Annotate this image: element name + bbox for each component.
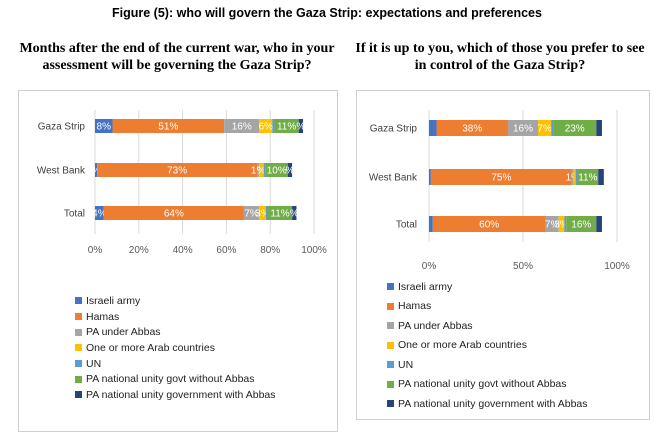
left-legend-item-pa-national-unity-government-with-abbas: PA national unity government with Abbas: [75, 387, 276, 403]
legend-swatch: [75, 328, 82, 336]
legend-swatch: [75, 391, 82, 399]
legend-label: Israeli army: [398, 280, 453, 293]
right-chart-panel: [356, 90, 650, 420]
left-legend-item-hamas: Hamas: [75, 309, 276, 325]
left-legend-item-pa-national-unity-govt-without-abbas: PA national unity govt without Abbas: [75, 371, 276, 387]
legend-label: PA under Abbas: [398, 319, 473, 332]
right-legend-item-pa-national-unity-govt-without-abbas: PA national unity govt without Abbas: [387, 375, 588, 395]
legend-label: Hamas: [86, 310, 120, 323]
legend-label: UN: [398, 358, 414, 371]
legend-label: One or more Arab countries: [398, 339, 527, 352]
right-legend-item-pa-national-unity-government-with-abbas: PA national unity government with Abbas: [387, 394, 588, 414]
legend-swatch: [75, 344, 82, 352]
left-chart-legend: Israeli army Hamas PA under Abbas One or mo…: [75, 293, 276, 403]
left-legend-item-one-or-more-arab-countries: One or more Arab countries: [75, 340, 276, 356]
left-legend-item-pa-under-abbas: PA under Abbas: [75, 324, 276, 340]
right-legend-item-un: UN: [387, 355, 588, 375]
legend-swatch: [387, 322, 394, 330]
left-legend-item-un: UN: [75, 356, 276, 372]
legend-swatch: [387, 341, 394, 349]
legend-swatch: [387, 361, 394, 369]
legend-swatch: [387, 283, 394, 291]
legend-swatch: [387, 400, 394, 408]
legend-label: UN: [86, 357, 102, 370]
right-chart-title: If it is up to you, which of those you p…: [355, 41, 645, 73]
right-legend-item-hamas: Hamas: [387, 297, 588, 317]
legend-label: PA national unity govt without Abbas: [398, 378, 567, 391]
legend-swatch: [387, 380, 394, 388]
right-legend-item-one-or-more-arab-countries: One or more Arab countries: [387, 336, 588, 356]
legend-label: One or more Arab countries: [86, 341, 215, 354]
right-legend-item-israeli-army: Israeli army: [387, 277, 588, 297]
legend-label: PA national unity govt without Abbas: [86, 373, 255, 386]
legend-label: PA national unity government with Abbas: [86, 388, 276, 401]
legend-swatch: [75, 297, 82, 305]
legend-swatch: [75, 375, 82, 383]
right-legend-item-pa-under-abbas: PA under Abbas: [387, 316, 588, 336]
figure-title: Figure (5): who will govern the Gaza Str…: [112, 6, 542, 20]
left-legend-item-israeli-army: Israeli army: [75, 293, 276, 309]
right-chart-legend: Israeli army Hamas PA under Abbas One or mo…: [387, 277, 588, 414]
legend-swatch: [75, 313, 82, 321]
legend-label: PA under Abbas: [86, 326, 161, 339]
legend-label: Israeli army: [86, 294, 141, 307]
legend-label: PA national unity government with Abbas: [398, 397, 588, 410]
legend-swatch: [387, 302, 394, 310]
legend-swatch: [75, 360, 82, 368]
left-chart-title: Months after the end of the current war,…: [19, 41, 335, 73]
left-chart-panel: [18, 90, 338, 432]
legend-label: Hamas: [398, 300, 432, 313]
